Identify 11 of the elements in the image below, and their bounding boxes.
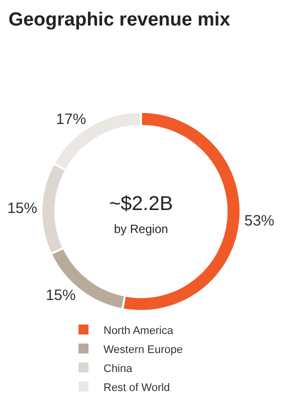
data-label: 15% [7, 200, 38, 217]
chart-title: Geographic revenue mix [8, 10, 231, 31]
data-label: 17% [56, 110, 86, 128]
legend-label: Western Europe [104, 344, 183, 356]
legend-label: China [104, 362, 134, 375]
legend-label: North America [104, 324, 174, 337]
text: by Region [114, 222, 168, 236]
data-label: 15% [46, 286, 76, 304]
text: ~$2.2B [109, 193, 173, 215]
data-label: 53% [244, 212, 274, 230]
legend-label: Rest of World [104, 382, 170, 394]
